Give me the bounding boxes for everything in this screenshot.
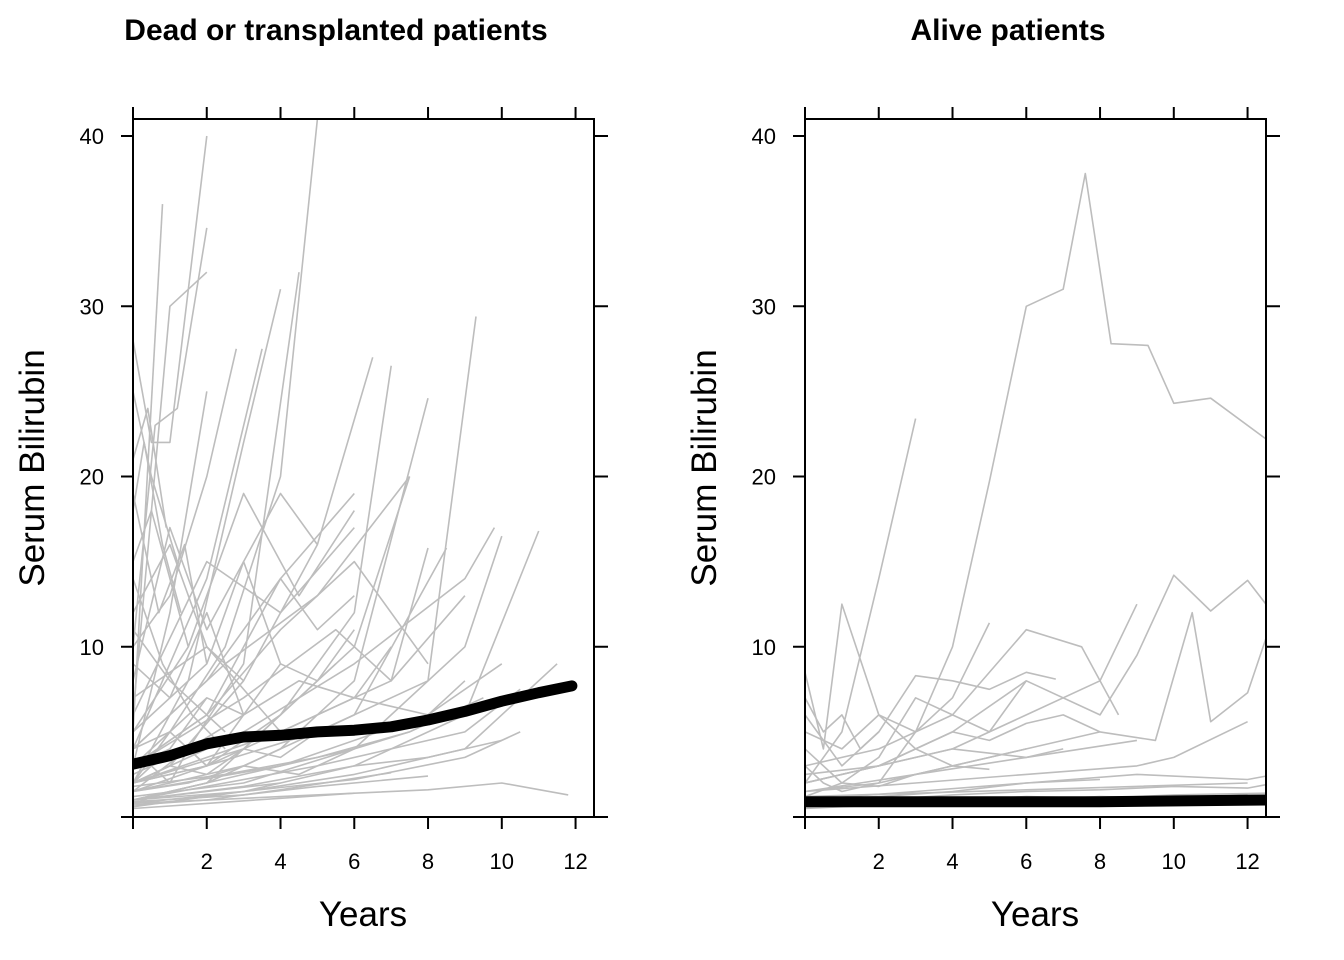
trajectory-line [133,407,167,528]
trajectory-line [133,739,502,801]
trajectory-line [805,671,1056,767]
y-axis-label: Serum Bilirubin [685,349,724,586]
y-tick-label: 20 [80,465,104,490]
trajectory-line [133,391,179,562]
trajectory-line [133,663,558,805]
trajectory-line [805,720,1248,793]
trajectory-line [133,289,282,784]
trajectory-line [805,697,880,750]
panel-title: Dead or transplanted patients [124,14,547,47]
trajectory-line [133,391,208,767]
y-tick-label: 30 [752,294,776,319]
y-tick-label: 30 [80,294,104,319]
trajectory-line [133,492,319,733]
trajectory-line [133,748,355,805]
x-tick-label: 8 [422,849,434,874]
plot-frame [132,118,595,818]
trend-line [805,794,1266,808]
y-tick-label: 10 [752,635,776,660]
trend-line [133,680,578,770]
trend-line-group [133,680,578,770]
x-axis-label: Years [991,895,1079,934]
trajectory-line [133,348,238,648]
y-axis-label: Serum Bilirubin [13,349,52,586]
trajectory-line [133,204,164,732]
trajectory-lines [133,119,569,810]
trajectory-lines [805,172,1266,810]
trajectory-line [133,577,355,750]
y-tick-label: 40 [80,124,104,149]
trajectory-line [805,172,1266,793]
trajectory-line [805,748,1064,784]
trajectory-line [133,775,429,803]
x-tick-label: 8 [1094,849,1106,874]
trajectory-line [133,688,521,801]
x-tick-label: 10 [490,849,514,874]
x-tick-label: 6 [1020,849,1032,874]
trajectory-line [133,646,282,733]
x-tick-label: 4 [274,849,286,874]
trajectory-line [133,441,182,613]
trajectory-line [805,628,1120,767]
trajectory-line [805,714,1101,784]
tick-labels: 2 4 6 8 10 12 10 20 30 40 [752,124,1260,874]
trajectory-line [805,782,1248,798]
trajectory-line [133,227,208,647]
trajectory-line [133,527,355,716]
trajectory-line [133,547,429,767]
panel-dead-or-transplanted: Dead or transplanted patients 2 4 6 8 10 12 10… [13,14,608,934]
panel-title: Alive patients [910,14,1105,47]
plot-frame [804,118,1267,818]
trajectory-line [133,680,466,784]
trajectory-line [133,629,226,733]
y-tick-label: 40 [752,124,776,149]
trend-line-group [805,794,1266,808]
trajectory-line [133,731,318,784]
y-tick-label: 20 [752,465,776,490]
trajectory-line [133,731,410,793]
trajectory-line [133,348,263,750]
trajectory-line [133,611,245,716]
x-tick-label: 12 [563,849,587,874]
trajectory-line [133,748,208,784]
trajectory-line [805,418,917,784]
axis-ticks [793,107,1280,829]
trajectory-line [805,739,1138,793]
x-axis-label: Years [319,895,407,934]
x-tick-label: 6 [348,849,360,874]
trajectory-line [133,663,503,793]
trajectory-line [133,135,208,444]
tick-labels: 2 4 6 8 10 12 10 20 30 40 [80,124,588,874]
trajectory-line [133,782,569,805]
x-tick-label: 12 [1235,849,1259,874]
y-tick-label: 10 [80,635,104,660]
x-tick-label: 4 [946,849,958,874]
x-tick-label: 2 [201,849,213,874]
axis-ticks [121,107,608,829]
trajectory-line [133,792,355,810]
panel-alive: Alive patients 2 4 6 8 10 12 10 20 30 40 Years Se… [685,14,1280,934]
trajectory-line [805,622,991,750]
trajectory-line [133,782,281,808]
trajectory-line [133,731,521,801]
x-tick-label: 2 [873,849,885,874]
trajectory-line [805,765,990,798]
trajectory-line [805,603,1027,767]
x-tick-label: 10 [1162,849,1186,874]
trajectory-line [133,271,208,715]
trajectory-line [805,773,1266,801]
trajectory-line [133,578,226,750]
